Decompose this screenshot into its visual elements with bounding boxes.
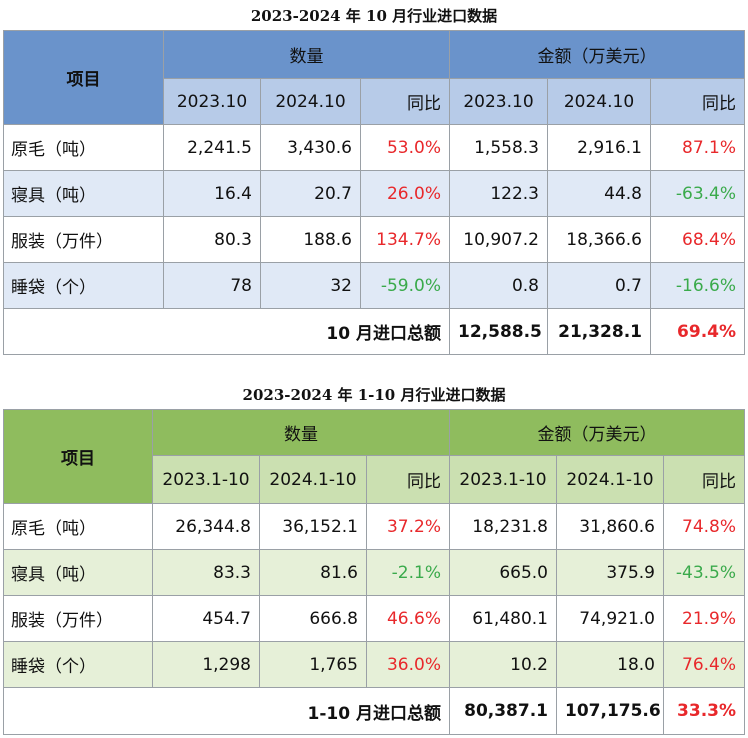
row-label: 服装（万件） — [3, 595, 153, 642]
qty-yoy-cell: -59.0% — [360, 262, 450, 309]
amt-2023-cell: 18,231.8 — [449, 503, 557, 550]
qty-2023-cell: 454.7 — [152, 595, 260, 642]
table2-title: 2023-2024 年 1-10 月行业进口数据 — [242, 386, 506, 404]
amt-col-yoy: 同比 — [662, 455, 746, 504]
amt-2023-cell: 122.3 — [449, 170, 548, 217]
item-header: 项目 — [3, 30, 164, 125]
amt-2024-cell: 2,916.1 — [547, 124, 651, 171]
qty-2023-cell: 83.3 — [152, 549, 260, 596]
amt-yoy-cell: 76.4% — [662, 641, 746, 688]
amt-yoy-cell: 21.9% — [662, 595, 746, 642]
qty-yoy-cell: 26.0% — [360, 170, 450, 217]
table-row: 睡袋（个） 1,298 1,765 36.0% 10.2 18.0 76.4% — [3, 641, 746, 688]
qty-2023-cell: 1,298 — [152, 641, 260, 688]
total-row: 1-10 月进口总额 80,387.1 107,175.6 33.3% — [3, 687, 746, 735]
qty-2024-cell: 20.7 — [260, 170, 361, 217]
table-row: 寝具（吨） 16.4 20.7 26.0% 122.3 44.8 -63.4% — [3, 170, 746, 217]
amt-yoy-cell: -43.5% — [662, 549, 746, 596]
qty-2023-cell: 78 — [163, 262, 261, 309]
total-row: 10 月进口总额 12,588.5 21,328.1 69.4% — [3, 308, 746, 355]
table-row: 睡袋（个） 78 32 -59.0% 0.8 0.7 -16.6% — [3, 262, 746, 309]
amt-col-yoy: 同比 — [649, 78, 746, 125]
qty-2023-cell: 80.3 — [163, 216, 261, 263]
qty-yoy-cell: 46.6% — [366, 595, 450, 642]
amt-2024-cell: 0.7 — [547, 262, 651, 309]
october-import-table: 项目 数量 金额（万美元） 2023.10 2024.10 同比 2023.10… — [3, 30, 746, 355]
amt-2023-cell: 10,907.2 — [449, 216, 548, 263]
table-row: 原毛（吨） 2,241.5 3,430.6 53.0% 1,558.3 2,91… — [3, 124, 746, 171]
qty-2024-cell: 1,765 — [259, 641, 367, 688]
qty-col-2024: 2024.10 — [260, 78, 361, 125]
total-amt-2023: 12,588.5 — [449, 308, 548, 355]
amt-2024-cell: 44.8 — [547, 170, 651, 217]
qty-yoy-cell: 53.0% — [360, 124, 450, 171]
total-label: 1-10 月进口总额 — [3, 687, 450, 735]
row-label: 寝具（吨） — [3, 170, 164, 217]
amt-yoy-cell: 74.8% — [662, 503, 746, 550]
table-row: 服装（万件） 454.7 666.8 46.6% 61,480.1 74,921… — [3, 595, 746, 642]
qty-yoy-cell: 37.2% — [366, 503, 450, 550]
amt-yoy-cell: 87.1% — [649, 124, 746, 171]
row-label: 原毛（吨） — [3, 124, 164, 171]
amt-2024-cell: 375.9 — [556, 549, 664, 596]
table-row: 服装（万件） 80.3 188.6 134.7% 10,907.2 18,366… — [3, 216, 746, 263]
amt-2024-cell: 74,921.0 — [556, 595, 664, 642]
qty-2024-cell: 32 — [260, 262, 361, 309]
total-amt-yoy: 69.4% — [649, 308, 746, 355]
amt-col-2023: 2023.10 — [449, 78, 548, 125]
qty-col-yoy: 同比 — [366, 455, 450, 504]
row-label: 原毛（吨） — [3, 503, 153, 550]
qty-2023-cell: 16.4 — [163, 170, 261, 217]
amt-2023-cell: 0.8 — [449, 262, 548, 309]
amt-2023-cell: 1,558.3 — [449, 124, 548, 171]
qty-yoy-cell: 134.7% — [360, 216, 450, 263]
quantity-header: 数量 — [163, 30, 450, 79]
amt-2024-cell: 18.0 — [556, 641, 664, 688]
amt-yoy-cell: -16.6% — [649, 262, 746, 309]
amt-col-2024: 2024.1-10 — [556, 455, 664, 504]
table-row: 原毛（吨） 26,344.8 36,152.1 37.2% 18,231.8 3… — [3, 503, 746, 550]
total-amt-2023: 80,387.1 — [449, 687, 557, 735]
qty-2023-cell: 2,241.5 — [163, 124, 261, 171]
row-label: 睡袋（个） — [3, 262, 164, 309]
amt-yoy-cell: 68.4% — [649, 216, 746, 263]
amt-2024-cell: 31,860.6 — [556, 503, 664, 550]
qty-2024-cell: 188.6 — [260, 216, 361, 263]
total-amt-2024: 107,175.6 — [556, 687, 664, 735]
quantity-header: 数量 — [152, 409, 450, 456]
amount-header: 金额（万美元） — [448, 409, 746, 456]
qty-yoy-cell: 36.0% — [366, 641, 450, 688]
qty-2024-cell: 3,430.6 — [260, 124, 361, 171]
table1-title: 2023-2024 年 10 月行业进口数据 — [250, 7, 498, 25]
amt-col-2023: 2023.1-10 — [449, 455, 557, 504]
qty-col-2024: 2024.1-10 — [259, 455, 367, 504]
total-label: 10 月进口总额 — [3, 308, 450, 355]
total-amt-2024: 21,328.1 — [547, 308, 651, 355]
qty-col-2023: 2023.1-10 — [152, 455, 260, 504]
total-amt-yoy: 33.3% — [662, 687, 746, 735]
qty-col-yoy: 同比 — [360, 78, 450, 125]
amt-col-2024: 2024.10 — [547, 78, 651, 125]
amt-2023-cell: 10.2 — [449, 641, 557, 688]
qty-col-2023: 2023.10 — [163, 78, 261, 125]
amt-yoy-cell: -63.4% — [649, 170, 746, 217]
row-label: 服装（万件） — [3, 216, 164, 263]
amt-2023-cell: 665.0 — [449, 549, 557, 596]
amt-2023-cell: 61,480.1 — [449, 595, 557, 642]
qty-2024-cell: 666.8 — [259, 595, 367, 642]
amount-header: 金额（万美元） — [448, 30, 746, 79]
qty-2024-cell: 36,152.1 — [259, 503, 367, 550]
qty-2023-cell: 26,344.8 — [152, 503, 260, 550]
row-label: 睡袋（个） — [3, 641, 153, 688]
amt-2024-cell: 18,366.6 — [547, 216, 651, 263]
jan-oct-import-table: 项目 数量 金额（万美元） 2023.1-10 2024.1-10 同比 202… — [3, 409, 746, 735]
row-label: 寝具（吨） — [3, 549, 153, 596]
qty-2024-cell: 81.6 — [259, 549, 367, 596]
qty-yoy-cell: -2.1% — [366, 549, 450, 596]
item-header: 项目 — [3, 409, 153, 504]
table-row: 寝具（吨） 83.3 81.6 -2.1% 665.0 375.9 -43.5% — [3, 549, 746, 596]
